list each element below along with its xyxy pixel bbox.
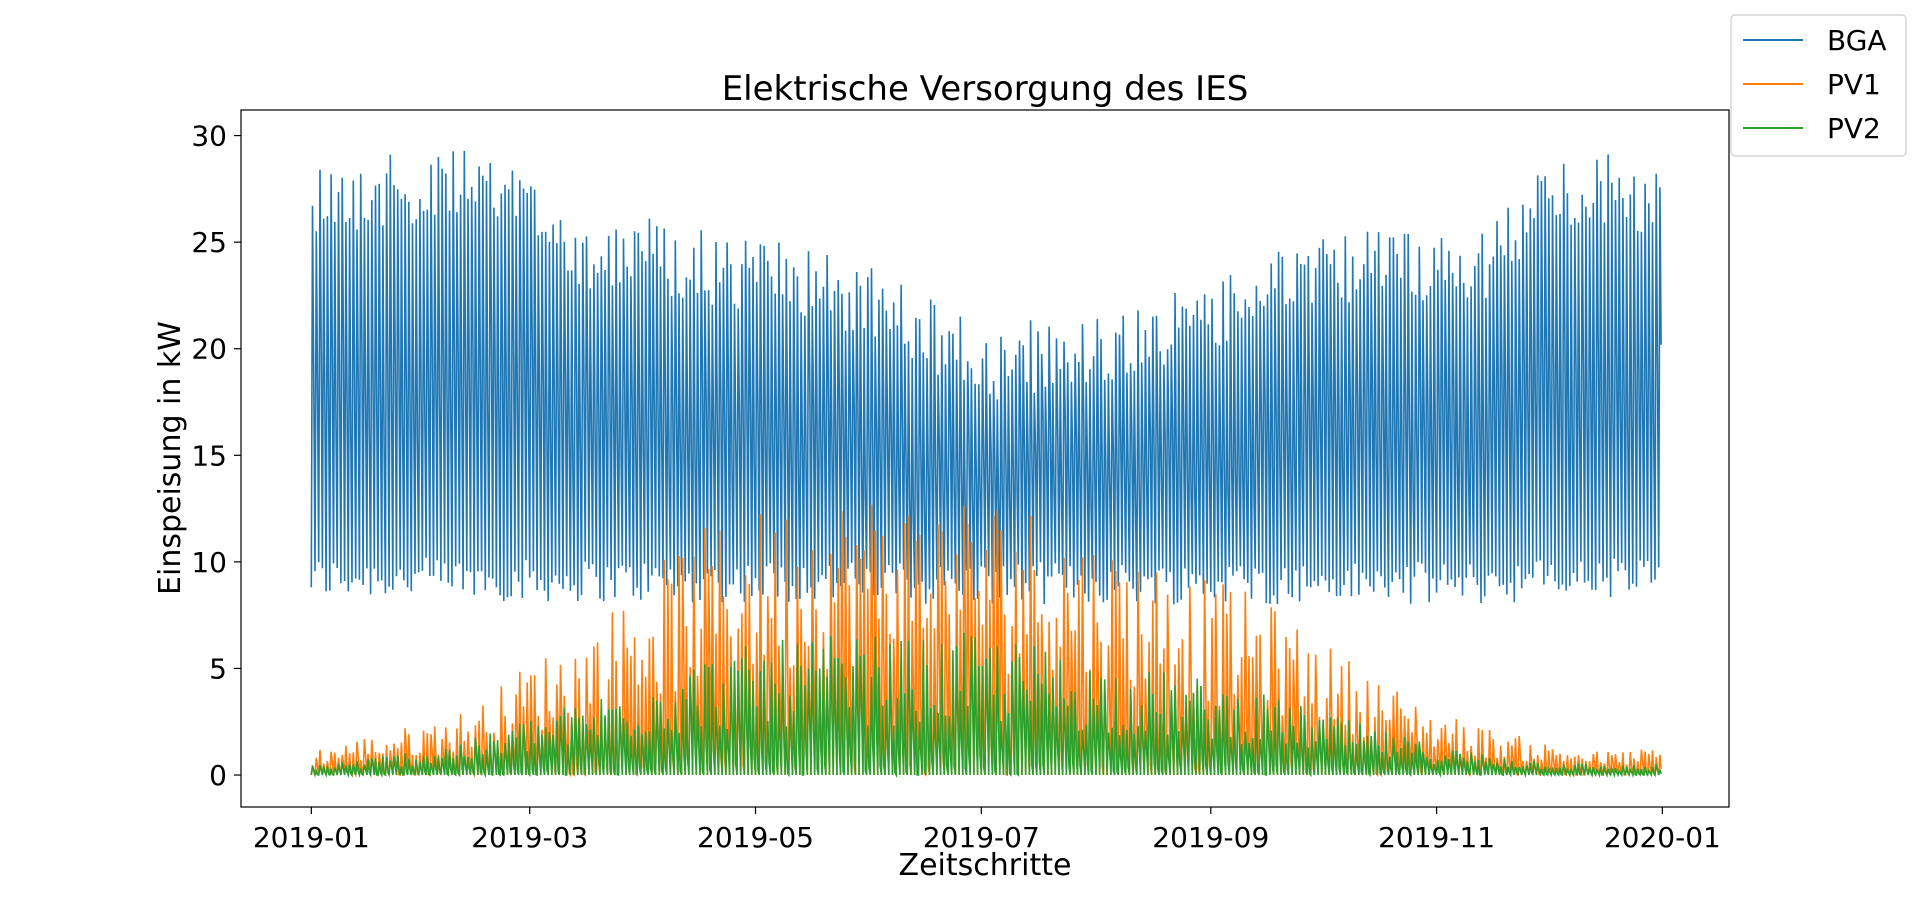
legend: BGA PV1 PV2 (1730, 14, 1907, 157)
y-tick-label: 15 (191, 439, 227, 472)
chart-title: Elektrische Versorgung des IES (722, 69, 1249, 109)
plot-area (310, 150, 1662, 779)
series-line-pv2 (310, 632, 1662, 779)
y-tick-label: 20 (191, 333, 227, 366)
x-tick-label: 2019-05 (697, 821, 814, 854)
y-tick-label: 30 (191, 120, 227, 153)
x-tick-label: 2019-09 (1152, 821, 1269, 854)
plot-frame (240, 109, 1730, 808)
x-axis: 2019-01 2019-03 2019-05 2019-07 2019-09 2019-… (253, 807, 1721, 854)
y-tick-label: 5 (209, 652, 227, 685)
x-tick-label: 2020-01 (1604, 821, 1721, 854)
x-tick-label: 2019-01 (253, 821, 370, 854)
y-axis: 0 5 10 15 20 25 30 (191, 120, 241, 792)
legend-label-bga: BGA (1827, 24, 1887, 57)
series-line-bga (310, 150, 1662, 605)
x-tick-label: 2019-07 (923, 821, 1040, 854)
x-tick-label: 2019-11 (1378, 821, 1495, 854)
y-tick-label: 0 (209, 759, 227, 792)
y-axis-label: Einspeisung in kW (153, 321, 188, 595)
legend-box (1730, 14, 1907, 157)
legend-label-pv2: PV2 (1827, 112, 1881, 145)
legend-label-pv1: PV1 (1827, 68, 1881, 101)
x-axis-label: Zeitschritte (899, 848, 1072, 883)
x-tick-label: 2019-03 (471, 821, 588, 854)
y-tick-label: 10 (191, 546, 227, 579)
y-tick-label: 25 (191, 226, 227, 259)
